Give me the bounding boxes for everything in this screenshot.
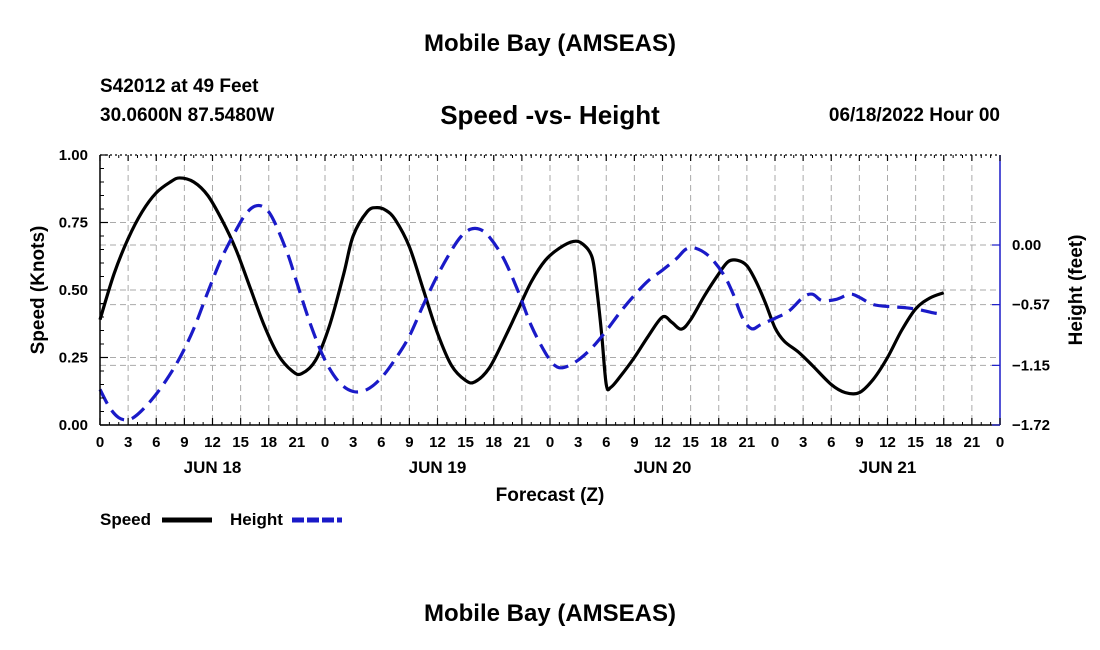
x-tick-label: 9 (630, 434, 638, 451)
x-tick-label: 0 (771, 434, 779, 451)
x-tick-label: 18 (485, 434, 502, 451)
y-tick-label: 0.00 (59, 417, 88, 434)
x-tick-label: 21 (739, 434, 756, 451)
x-tick-label: 15 (682, 434, 699, 451)
day-label: JUN 18 (184, 458, 242, 477)
chart-main-title: Mobile Bay (AMSEAS) (423, 30, 677, 57)
x-tick-label: 15 (457, 434, 474, 451)
y-right-tick-label: 0.00 (1012, 237, 1041, 254)
x-tick-label: 6 (602, 434, 610, 451)
x-tick-label: 0 (96, 434, 104, 451)
x-tick-label: 3 (349, 434, 357, 451)
series-line-height (98, 203, 944, 422)
chart-bottom-title: Mobile Bay (AMSEAS) (423, 600, 677, 627)
x-tick-label: 0 (321, 434, 329, 451)
y-right-axis-title: Height (feet) (1066, 235, 1087, 346)
y-axis-title: Speed (Knots) (28, 226, 49, 355)
x-axis-title: Forecast (Z) (496, 485, 605, 506)
x-tick-label: 18 (935, 434, 952, 451)
y-tick-label: 0.25 (59, 350, 88, 367)
x-tick-label: 3 (124, 434, 132, 451)
forecast-datetime: 06/18/2022 Hour 00 (828, 105, 1000, 126)
day-label: JUN 20 (634, 458, 692, 477)
y-right-tick-label: −1.15 (1012, 357, 1050, 374)
x-tick-label: 0 (996, 434, 1004, 451)
y-right-tick-label: −1.72 (1012, 417, 1050, 434)
axis-ticks (99, 154, 1001, 426)
x-tick-label: 12 (429, 434, 446, 451)
x-tick-label: 9 (855, 434, 863, 451)
station-coordinates: 30.0600N 87.5480W (100, 105, 275, 126)
day-label: JUN 19 (409, 458, 467, 477)
y-tick-label: 0.50 (59, 282, 88, 299)
x-tick-label: 6 (152, 434, 160, 451)
x-tick-label: 15 (232, 434, 249, 451)
legend-label-height: Height (230, 510, 283, 529)
x-tick-label: 18 (260, 434, 277, 451)
x-tick-label: 18 (710, 434, 727, 451)
x-tick-label: 6 (377, 434, 385, 451)
axis-labels: 0 3 6 9 12 15 18 21 0 3 6 9 12 15 18 21 0 3 6 9 12 15 18 21 0 3 6 9… (28, 147, 1087, 506)
y-tick-label: 0.75 (59, 215, 88, 232)
x-tick-label: 3 (799, 434, 807, 451)
x-tick-label: 9 (180, 434, 188, 451)
x-tick-label: 9 (405, 434, 413, 451)
x-tick-label: 0 (546, 434, 554, 451)
legend-label-speed: Speed (100, 510, 151, 529)
station-label: S42012 at 49 Feet (100, 76, 259, 97)
x-tick-label: 12 (204, 434, 221, 451)
series-lines (98, 176, 945, 422)
x-tick-label: 6 (827, 434, 835, 451)
day-label: JUN 21 (859, 458, 917, 477)
y-right-tick-label: −0.57 (1012, 297, 1050, 314)
grid-lines (100, 155, 1000, 425)
series-line-speed (98, 176, 945, 396)
y-tick-label: 1.00 (59, 147, 88, 164)
x-tick-label: 21 (514, 434, 531, 451)
x-tick-label: 12 (879, 434, 896, 451)
x-tick-label: 21 (289, 434, 306, 451)
x-tick-label: 15 (907, 434, 924, 451)
legend: Speed Height (100, 510, 342, 529)
x-tick-label: 21 (964, 434, 981, 451)
x-tick-label: 3 (574, 434, 582, 451)
x-tick-label: 12 (654, 434, 671, 451)
chart-subtitle: Speed -vs- Height (440, 100, 660, 130)
